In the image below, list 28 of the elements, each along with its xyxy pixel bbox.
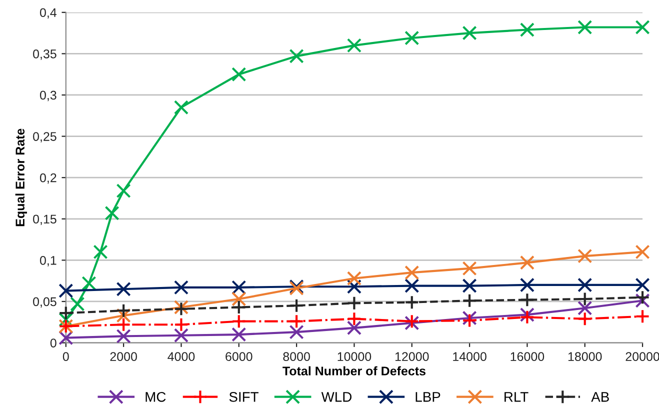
x-tick-label: 16000 [510,352,544,361]
y-axis-title: Equal Error Rate [15,128,27,226]
legend-label: SIFT [229,392,258,402]
y-tick-label: 0,25 [33,132,56,142]
y-tick-label: 0 [50,338,56,348]
x-axis-title: Total Number of Defects [282,366,426,376]
legend-label: WLD [321,392,352,402]
x-tick-label: 2000 [110,352,137,361]
legend-label: RLT [504,392,528,402]
y-tick-label: 0,2 [40,173,56,184]
x-tick-label: 12000 [395,352,429,361]
y-tick-label: 0,4 [40,8,57,19]
y-tick-label: 0,35 [33,49,56,60]
y-tick-label: 0,15 [33,214,56,226]
x-tick-label: 14000 [453,352,486,361]
legend-label: LBP [416,392,440,402]
y-tick-label: 0,3 [40,90,56,102]
legend-label: AB [591,392,609,402]
y-tick-label: 0,1 [40,256,56,266]
x-tick-label: 20000 [626,352,659,361]
x-tick-label: 0 [62,352,69,361]
y-tick-label: 0,05 [33,297,56,308]
x-tick-label: 8000 [283,352,310,361]
x-tick-label: 4000 [168,352,195,361]
x-tick-label: 10000 [338,352,372,361]
x-tick-label: 18000 [568,352,602,361]
legend-label: MC [146,392,166,402]
x-tick-label: 6000 [226,352,252,361]
